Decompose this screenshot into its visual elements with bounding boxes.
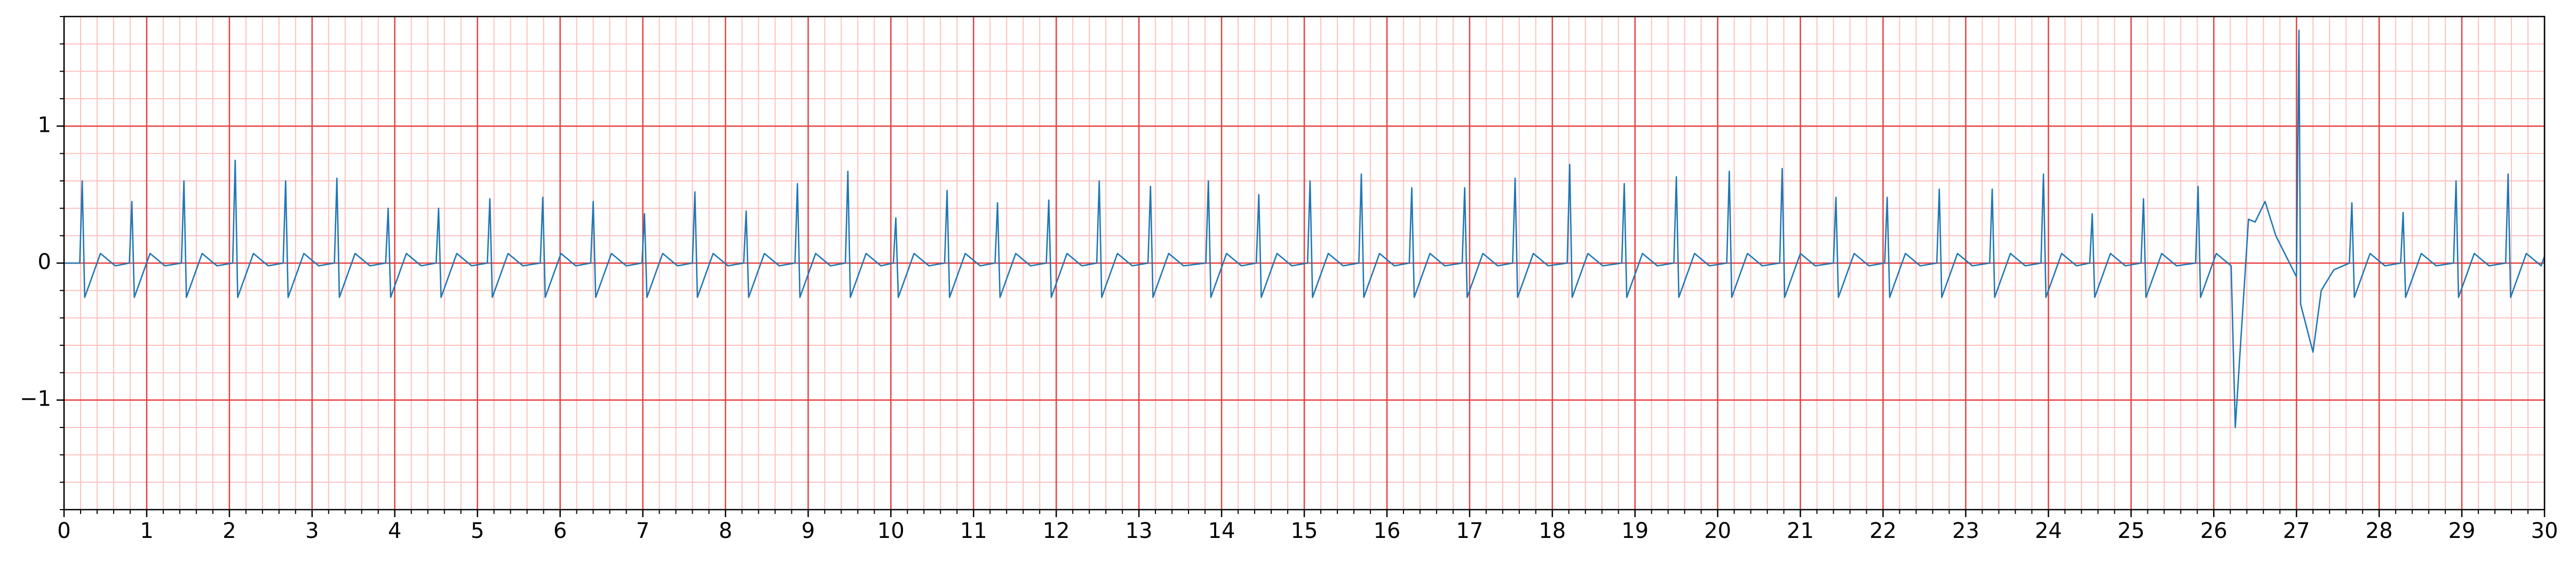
y-tick-label: 1 [38,113,51,137]
y-tick-label: −1 [20,387,51,411]
x-tick-label: 19 [1621,519,1648,543]
x-tick-label: 30 [2531,519,2558,543]
x-tick-label: 2 [223,519,236,543]
plot-frame [63,15,2546,511]
x-tick-label: 15 [1291,519,1318,543]
x-tick-label: 22 [1869,519,1897,543]
x-tick-label: 3 [305,519,319,543]
x-tick-label: 1 [140,519,153,543]
x-tick-label: 20 [1704,519,1731,543]
y-tick-label: 0 [38,250,51,274]
x-tick-label: 4 [388,519,401,543]
x-tick-label: 27 [2283,519,2310,543]
x-tick-label: 5 [471,519,484,543]
x-tick-label: 21 [1787,519,1814,543]
x-tick-label: 13 [1125,519,1153,543]
ecg-line [64,29,2546,429]
x-tick-label: 11 [960,519,987,543]
x-tick-label: 8 [719,519,732,543]
x-tick-label: 24 [2035,519,2062,543]
x-tick-label: 26 [2200,519,2228,543]
x-tick-label: 12 [1043,519,1070,543]
x-tick-label: 14 [1208,519,1235,543]
x-tick-label: 10 [877,519,905,543]
x-tick-label: 6 [553,519,567,543]
x-tick-label: 0 [57,519,70,543]
x-tick-label: 29 [2448,519,2476,543]
x-tick-label: 9 [802,519,815,543]
x-tick-label: 28 [2366,519,2393,543]
x-tick-label: 18 [1539,519,1566,543]
x-tick-label: 7 [636,519,649,543]
x-tick-label: 16 [1373,519,1400,543]
x-tick-label: 23 [1952,519,1979,543]
x-tick-label: 17 [1456,519,1483,543]
x-tick-label: 25 [2118,519,2145,543]
